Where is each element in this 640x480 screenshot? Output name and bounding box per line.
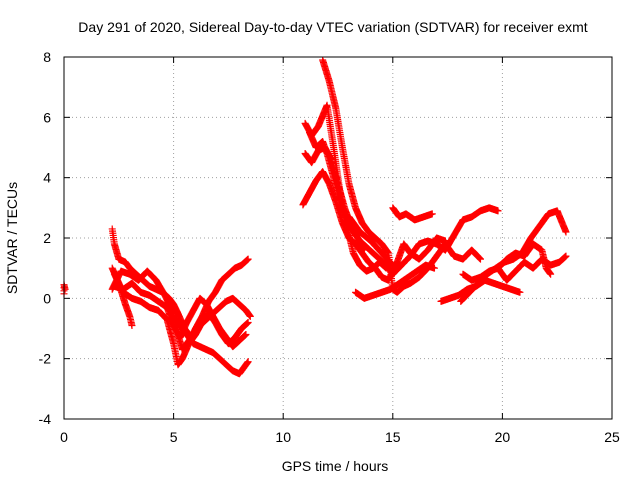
data-point — [382, 264, 390, 272]
data-point — [476, 255, 484, 263]
data-point — [389, 261, 397, 269]
data-point — [244, 255, 252, 263]
series-t00 — [60, 281, 69, 298]
data-point — [244, 318, 252, 326]
data-point — [516, 288, 524, 296]
data-point — [244, 358, 252, 366]
x-tick-label: 10 — [275, 429, 291, 445]
data-point — [360, 246, 368, 254]
x-tick-label: 25 — [604, 429, 620, 445]
data-point — [562, 252, 570, 260]
series-b2 — [319, 56, 484, 296]
series-b6 — [345, 213, 397, 269]
y-tick-label: 4 — [43, 170, 51, 186]
y-tick-label: 2 — [43, 230, 51, 246]
y-axis-label: SDTVAR / TECUs — [4, 182, 20, 294]
y-tick-label: 0 — [43, 290, 51, 306]
x-tick-label: 20 — [495, 429, 511, 445]
data-point — [562, 228, 570, 236]
y-tick-label: 6 — [43, 109, 51, 125]
data-point — [128, 321, 136, 329]
data-point — [494, 207, 502, 215]
x-tick-label: 0 — [60, 429, 68, 445]
series-a6 — [170, 312, 252, 378]
series-c6 — [494, 240, 555, 278]
series-a5 — [110, 279, 250, 351]
data-series — [60, 56, 570, 378]
data-point — [428, 210, 436, 218]
gridlines — [64, 57, 612, 419]
data-point — [242, 331, 250, 339]
data-point — [441, 237, 449, 245]
y-tick-label: -2 — [39, 351, 52, 367]
x-tick-label: 5 — [170, 429, 178, 445]
series-c5 — [459, 252, 570, 284]
y-tick-label: 8 — [43, 49, 51, 65]
x-tick-label: 15 — [385, 429, 401, 445]
series-c1 — [352, 261, 438, 302]
series-c2 — [389, 204, 436, 224]
axis-ticks: 0 5 10 15 20 25 -4 -2 0 2 4 6 8 — [39, 49, 620, 445]
x-axis-label: GPS time / hours — [282, 458, 389, 474]
data-point — [547, 270, 555, 278]
y-tick-label: -4 — [39, 411, 52, 427]
data-point — [430, 264, 438, 272]
data-point — [246, 312, 254, 320]
chart-title: Day 291 of 2020, Sidereal Day-to-day VTE… — [78, 19, 587, 35]
data-point — [61, 285, 69, 293]
